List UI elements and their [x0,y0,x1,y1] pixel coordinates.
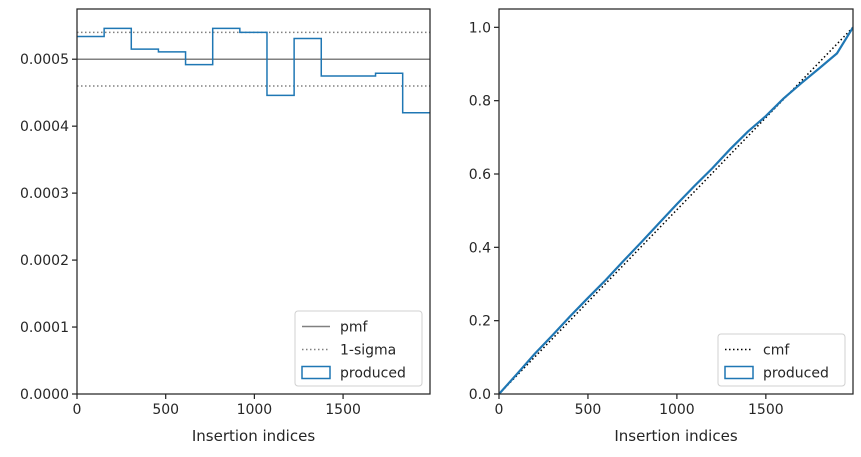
y-tick-label: 0.0002 [20,253,69,269]
legend-label: pmf [340,320,369,336]
y-tick-label: 0.2 [469,314,491,330]
legend-box [717,333,846,387]
y-tick-label: 0.4 [469,240,491,256]
legend-label: cmf [763,343,790,359]
legend-handle-produced [301,365,331,380]
x-tick-label: 500 [575,402,602,418]
legend: pmf 1-sigma produced [294,310,423,387]
x-axis-label: Insertion indices [192,427,315,445]
legend: cmf produced [717,333,846,387]
x-tick-label: 1500 [748,402,784,418]
axes-frame [76,8,431,395]
plot-area [499,26,853,394]
x-tick-label: 1000 [659,402,695,418]
y-tick-label: 0.0 [469,387,491,403]
y-tick-label: 1.0 [469,20,491,36]
x-tick-label: 1000 [237,402,273,418]
x-tick-label: 0 [73,402,82,418]
y-tick-label: 0.0001 [20,320,69,336]
y-tick-label: 0.6 [469,167,491,183]
x-axis-label: Insertion indices [614,427,737,445]
y-tick-label: 0.0000 [20,387,69,403]
legend-label: produced [340,366,406,382]
plot-area [77,27,430,114]
y-tick-label: 0.0004 [20,119,69,135]
series-line-produced [499,26,853,394]
x-tick-label: 500 [152,402,179,418]
y-tick-label: 0.0003 [20,186,69,202]
legend-label: produced [763,366,829,382]
y-tick-label: 0.8 [469,94,491,110]
axes-2: 0 500 1000 1500 0.0 0.2 0.4 0.6 0.8 1.0 Insertion … [469,8,854,445]
y-tick-label: 0.0005 [20,52,69,68]
histogram-step-produced [77,27,430,114]
axes-1: 0 500 1000 1500 0.0000 0.0001 0.0002 0.0003 0.00… [20,8,431,445]
x-tick-label: 1500 [325,402,361,418]
legend-label: 1-sigma [340,343,396,359]
x-tick-label: 0 [495,402,504,418]
legend-handle-produced [724,365,754,380]
axes-frame [498,8,854,395]
